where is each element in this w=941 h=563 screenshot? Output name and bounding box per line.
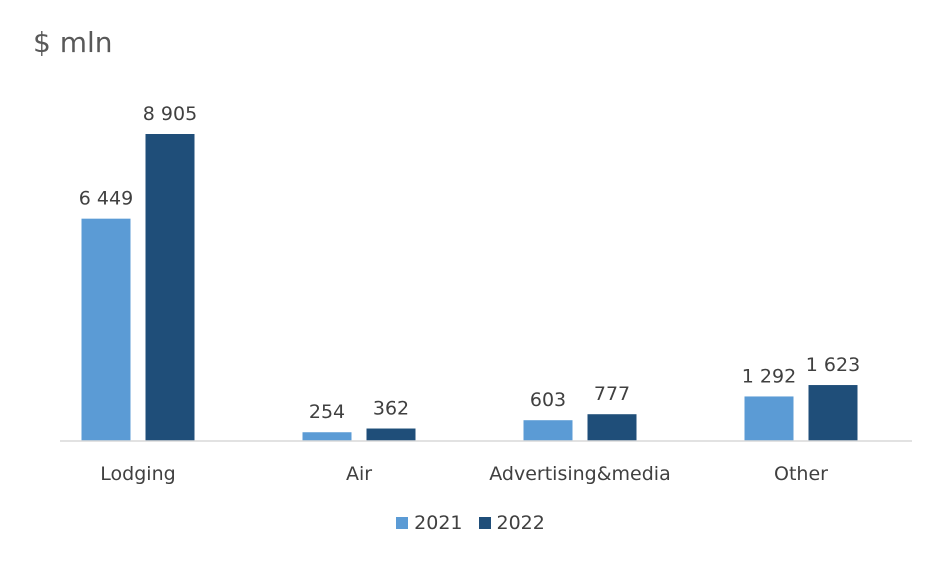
bar-other-2022 <box>808 385 858 441</box>
bars-group <box>81 134 858 441</box>
data-label-lodging-2021: 6 449 <box>79 188 133 210</box>
bar-air-2021 <box>302 432 352 441</box>
legend: 2021 2022 <box>0 512 941 534</box>
data-label-lodging-2022: 8 905 <box>143 103 197 125</box>
data-label-advertising-media-2022: 777 <box>594 383 630 405</box>
legend-label-2021: 2021 <box>414 512 463 534</box>
category-label-air: Air <box>346 463 372 485</box>
legend-swatch-2022 <box>478 517 491 529</box>
data-label-air-2022: 362 <box>373 398 409 420</box>
bar-other-2021 <box>744 396 794 441</box>
legend-item-2021: 2021 <box>396 512 463 534</box>
legend-swatch-2021 <box>396 517 409 529</box>
category-label-advertising-media: Advertising&media <box>489 463 670 485</box>
data-label-other-2022: 1 623 <box>806 354 860 376</box>
category-label-lodging: Lodging <box>100 463 175 485</box>
bar-lodging-2022 <box>145 134 195 441</box>
bar-advertising-media-2022 <box>587 414 637 441</box>
bar-lodging-2021 <box>81 218 131 441</box>
legend-label-2022: 2022 <box>496 512 545 534</box>
bar-air-2022 <box>366 428 416 441</box>
bar-advertising-media-2021 <box>523 420 573 441</box>
labels-group: 6 449 8 905 Lodging 254 362 Air 603 777 Advertis… <box>79 103 860 485</box>
legend-item-2022: 2022 <box>478 512 545 534</box>
category-label-other: Other <box>774 463 828 485</box>
data-label-other-2021: 1 292 <box>742 365 796 387</box>
unit-label: $ mln <box>33 26 113 59</box>
data-label-air-2021: 254 <box>309 401 345 423</box>
data-label-advertising-media-2021: 603 <box>530 389 566 411</box>
